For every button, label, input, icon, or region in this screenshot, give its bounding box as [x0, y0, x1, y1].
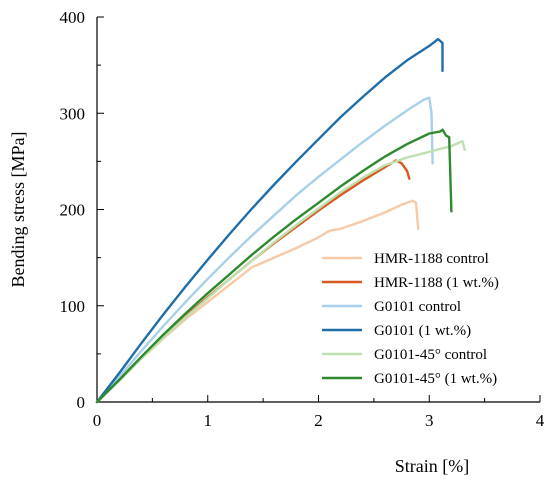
series-line-4 [95, 37, 444, 404]
series-line-5 [95, 140, 466, 404]
series-line-3 [95, 96, 434, 404]
legend-label: HMR-1188 (1 wt.%) [374, 275, 499, 291]
x-tick-label: 3 [425, 411, 434, 430]
axes: 0 100 200 300 400 0 1 2 3 4 Strain [%] Bending stre… [8, 8, 545, 476]
x-tick-label: 2 [314, 411, 323, 430]
legend-label: HMR-1188 control [374, 251, 489, 267]
legend-label: G0101-45° (1 wt.%) [374, 371, 497, 387]
y-tick-label: 100 [60, 297, 86, 316]
legend-label: G0101-45° control [374, 347, 487, 363]
series-lines [95, 37, 466, 404]
x-tick-label: 1 [204, 411, 213, 430]
x-tick-label: 0 [93, 411, 102, 430]
y-tick-label: 200 [60, 201, 86, 220]
legend: HMR-1188 control HMR-1188 (1 wt.%) G0101 c… [322, 251, 499, 387]
y-axis-title: Bending stress [MPa] [8, 132, 28, 288]
series-line-2 [95, 159, 411, 404]
y-tick-label: 300 [60, 104, 86, 123]
x-axis-title: Strain [%] [395, 456, 469, 476]
legend-label: G0101 (1 wt.%) [374, 323, 471, 339]
y-tick-label: 0 [77, 393, 86, 412]
y-tick-label: 400 [60, 8, 86, 27]
legend-label: G0101 control [374, 299, 461, 315]
x-tick-label: 4 [536, 411, 545, 430]
series-line-6 [95, 128, 453, 404]
